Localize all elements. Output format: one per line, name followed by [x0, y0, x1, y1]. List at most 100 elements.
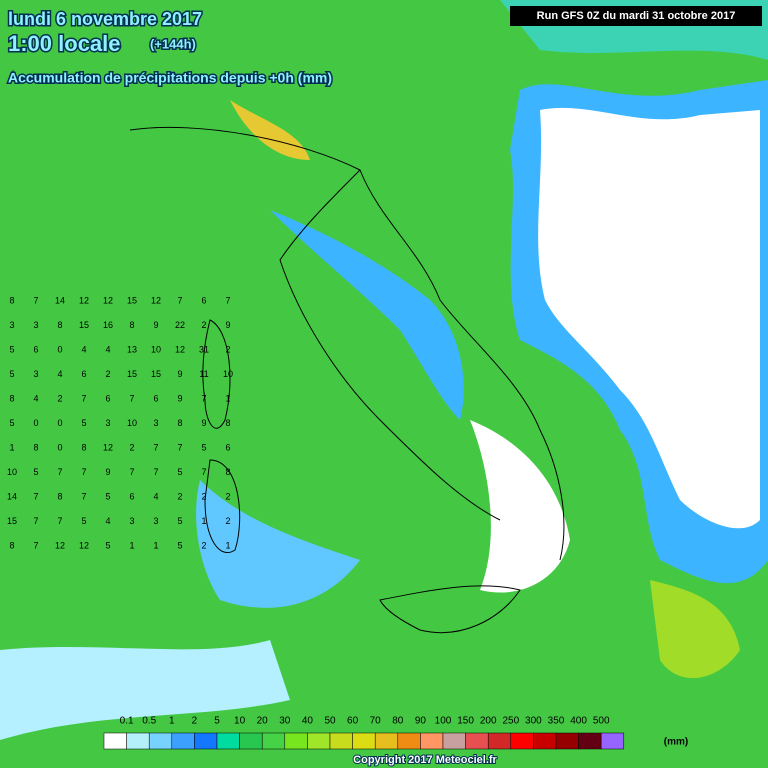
grid-value: 5	[81, 516, 86, 526]
legend-label: 50	[324, 716, 336, 727]
run-box	[510, 6, 762, 26]
grid-value: 10	[151, 344, 161, 354]
grid-value: 7	[153, 467, 158, 477]
grid-value: 5	[201, 442, 206, 452]
grid-value: 15	[151, 369, 161, 379]
island	[204, 459, 241, 553]
grid-value: 7	[201, 467, 206, 477]
grid-value: 8	[9, 295, 14, 305]
grid-value: 9	[153, 320, 158, 330]
grid-value: 1	[9, 442, 14, 452]
legend-swatch	[465, 732, 489, 750]
grid-value: 8	[177, 418, 182, 428]
grid-value: 0	[57, 344, 62, 354]
legend-swatch	[284, 732, 308, 750]
grid-value: 8	[129, 320, 134, 330]
grid-value: 3	[9, 320, 14, 330]
grid-value: 2	[225, 516, 230, 526]
grid-value: 1	[153, 540, 158, 550]
grid-value: 4	[33, 393, 38, 403]
grid-value: 7	[33, 540, 38, 550]
grid-value: 7	[129, 467, 134, 477]
grid-value: 12	[103, 295, 113, 305]
grid-value: 7	[57, 467, 62, 477]
grid-value: 12	[55, 540, 65, 550]
grid-value: 7	[33, 491, 38, 501]
grid-value: 3	[153, 516, 158, 526]
grid-value: 7	[225, 295, 230, 305]
grid-value: 0	[33, 418, 38, 428]
grid-value: 12	[175, 344, 185, 354]
legend-swatch	[307, 732, 331, 750]
copyright: Copyright 2017 Meteociel.fr	[353, 754, 497, 766]
grid-value: 7	[33, 516, 38, 526]
legend-swatch	[442, 732, 466, 750]
grid-value: 9	[225, 320, 230, 330]
grid-value: 3	[33, 369, 38, 379]
grid-value: 0	[57, 418, 62, 428]
grid-value: 2	[129, 442, 134, 452]
grid-value: 12	[151, 295, 161, 305]
grid-value: 7	[153, 442, 158, 452]
grid-value: 22	[175, 320, 185, 330]
legend-label: 20	[257, 716, 269, 727]
legend-swatch	[533, 732, 557, 750]
south-dry	[0, 640, 290, 740]
grid-value: 2	[177, 491, 182, 501]
legend-label: 40	[302, 716, 314, 727]
grid-value: 5	[9, 344, 14, 354]
grid-value: 10	[127, 418, 137, 428]
legend-swatch	[420, 732, 444, 750]
adriatic-low	[270, 210, 464, 420]
lead-time: (+144h)	[150, 36, 196, 51]
tyrrhenian-low	[196, 480, 360, 608]
grid-value: 15	[79, 320, 89, 330]
grid-value: 2	[225, 491, 230, 501]
legend-swatch	[374, 732, 399, 750]
ionian-dry	[470, 420, 570, 593]
grid-value: 5	[9, 369, 14, 379]
grid-value: 6	[33, 344, 38, 354]
grid-value: 0	[57, 442, 62, 452]
grid-value: 9	[105, 467, 110, 477]
legend-swatch	[487, 732, 512, 750]
legend-unit: (mm)	[664, 737, 688, 748]
grid-value: 6	[225, 442, 230, 452]
date: lundi 6 novembre 2017	[8, 9, 202, 29]
grid-value: 8	[9, 540, 14, 550]
grid-value: 9	[201, 418, 206, 428]
legend-label: 80	[392, 716, 404, 727]
legend-label: 350	[548, 716, 565, 727]
grid-value: 6	[81, 369, 86, 379]
legend-label: 70	[370, 716, 382, 727]
legend-swatch	[600, 732, 625, 750]
grid-value: 6	[105, 393, 110, 403]
grid-value: 8	[81, 442, 86, 452]
legend-label: 400	[570, 716, 587, 727]
alps-max	[230, 100, 310, 160]
coast	[279, 169, 501, 521]
grid-value: 8	[57, 320, 62, 330]
legend-label: 150	[457, 716, 474, 727]
legend-swatch	[216, 732, 240, 750]
grid-value: 1	[201, 516, 206, 526]
grid-value: 12	[103, 442, 113, 452]
coastlines	[129, 126, 565, 634]
grid-value: 2	[201, 320, 206, 330]
grid-value: 5	[177, 540, 182, 550]
grid-value: 1	[129, 540, 134, 550]
grid-value: 5	[177, 467, 182, 477]
greece-max	[650, 580, 740, 679]
legend: 0.1 0.5 1 2 5 10 20 30 40 50 60 70 80 90 100 150 200 250 3…	[103, 716, 625, 750]
grid-value: 4	[57, 369, 62, 379]
legend-label: 10	[234, 716, 246, 727]
grid-value: 15	[7, 516, 17, 526]
grid-value: 31	[199, 344, 209, 354]
grid-value: 5	[9, 418, 14, 428]
grid-value: 14	[55, 295, 65, 305]
grid-value: 2	[201, 491, 206, 501]
legend-label: 500	[593, 716, 610, 727]
legend-swatch	[126, 732, 150, 750]
grid-value: 7	[81, 393, 86, 403]
